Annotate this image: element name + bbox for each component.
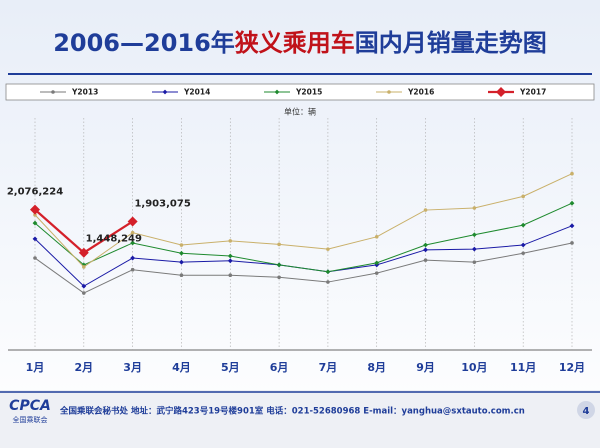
point xyxy=(521,194,525,199)
legend-label: Y2013 xyxy=(71,88,98,97)
point xyxy=(227,253,233,259)
point xyxy=(423,208,428,212)
x-tick-label: 10月 xyxy=(461,361,487,374)
x-tick-label: 1月 xyxy=(26,361,45,374)
point xyxy=(227,258,233,264)
title-part: 狭义乘用车 xyxy=(234,29,355,57)
point xyxy=(51,90,55,94)
point xyxy=(130,255,136,261)
x-tick-label: 8月 xyxy=(367,361,386,374)
point xyxy=(521,251,525,256)
point xyxy=(569,223,575,229)
value-label: 2,076,224 xyxy=(7,187,63,198)
point xyxy=(30,204,40,215)
point xyxy=(274,89,280,95)
point xyxy=(374,235,379,239)
footer-text: 全国乘联会秘书处 地址：武宁路423号19号楼901室 电话：021-52680… xyxy=(59,406,525,417)
x-tick-label: 2月 xyxy=(74,361,93,374)
point xyxy=(277,275,281,280)
point xyxy=(276,262,282,268)
point xyxy=(130,267,135,272)
point xyxy=(570,241,574,245)
unit-label: 单位：辆 xyxy=(284,107,316,117)
x-tick-label: 5月 xyxy=(221,361,240,374)
point xyxy=(33,256,37,260)
x-tick-label: 3月 xyxy=(123,361,142,374)
point xyxy=(127,216,138,227)
series-line xyxy=(34,173,573,268)
point xyxy=(387,90,391,94)
title-part: 国内月销量走势图 xyxy=(355,29,547,57)
point xyxy=(326,247,330,251)
point xyxy=(520,242,526,248)
point xyxy=(471,232,477,238)
point xyxy=(374,271,379,275)
point xyxy=(472,260,477,264)
title-part: 2006—2016年 xyxy=(53,29,235,57)
point xyxy=(423,247,428,253)
point xyxy=(82,265,86,269)
point xyxy=(32,220,38,226)
legend-label: Y2014 xyxy=(183,88,210,97)
point xyxy=(179,259,184,265)
point xyxy=(496,87,506,97)
x-tick-label: 9月 xyxy=(416,361,435,374)
point xyxy=(326,280,330,284)
logo-sub: 全国乘联会 xyxy=(13,415,48,424)
footer-band xyxy=(0,390,600,448)
point xyxy=(471,246,477,252)
x-tick-label: 6月 xyxy=(270,361,289,374)
logo: CPCA xyxy=(9,398,51,414)
point xyxy=(179,273,184,278)
point xyxy=(33,213,37,217)
legend-label: Y2016 xyxy=(407,88,434,97)
x-tick-label: 4月 xyxy=(172,361,191,374)
series-line xyxy=(34,202,573,273)
legend-label: Y2015 xyxy=(295,88,322,97)
series-line xyxy=(34,242,573,294)
value-label: 1,448,249 xyxy=(86,234,142,245)
page-number: 4 xyxy=(583,406,590,417)
point xyxy=(81,262,87,268)
value-label: 1,903,075 xyxy=(134,199,190,210)
point xyxy=(32,236,38,242)
point xyxy=(374,260,380,266)
x-tick-label: 11月 xyxy=(510,361,536,374)
point xyxy=(78,247,89,258)
point xyxy=(179,243,184,247)
legend-box xyxy=(5,83,595,101)
point xyxy=(520,222,526,228)
point xyxy=(423,242,428,248)
point xyxy=(472,206,477,210)
chart-title: 2006—2016年狭义乘用车国内月销量走势图 xyxy=(53,29,547,57)
point xyxy=(179,250,184,256)
x-tick-label: 12月 xyxy=(559,361,585,374)
point xyxy=(82,291,86,295)
point xyxy=(570,171,574,176)
point xyxy=(81,283,87,289)
page-badge xyxy=(577,401,595,419)
point xyxy=(325,269,331,275)
legend-label: Y2017 xyxy=(519,88,546,97)
point xyxy=(162,89,168,95)
point xyxy=(423,258,428,262)
point xyxy=(130,230,135,235)
point xyxy=(277,242,281,247)
point xyxy=(569,200,575,206)
point xyxy=(228,273,233,278)
point xyxy=(228,239,233,243)
point xyxy=(130,240,136,246)
x-tick-label: 7月 xyxy=(319,361,338,374)
